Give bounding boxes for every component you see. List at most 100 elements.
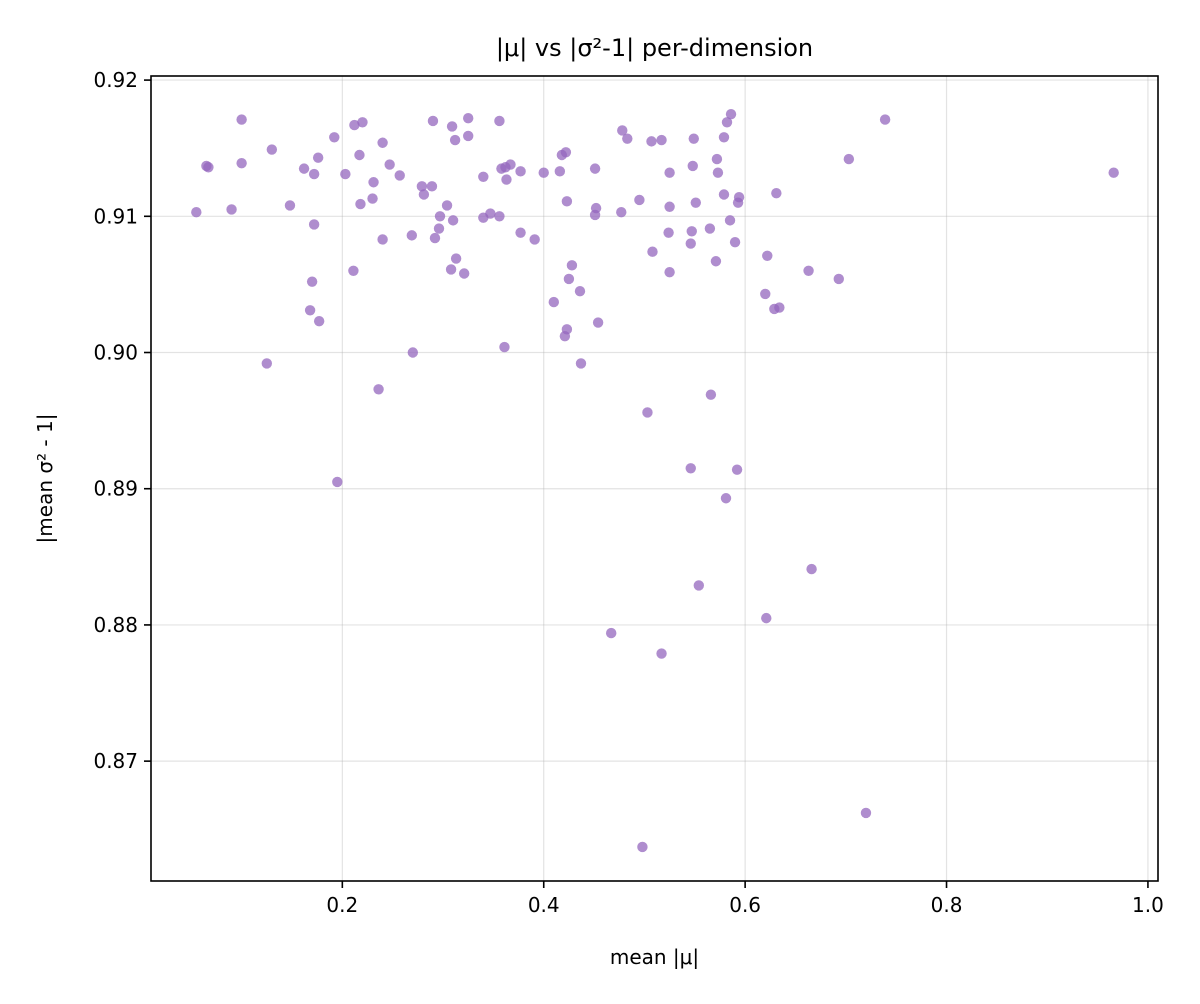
- data-point: [1108, 167, 1119, 178]
- data-point: [449, 134, 461, 146]
- data-point: [445, 264, 457, 275]
- data-point: [368, 177, 379, 188]
- data-point: [592, 317, 604, 328]
- data-point: [711, 153, 723, 165]
- data-point: [418, 189, 430, 200]
- data-point: [494, 115, 505, 127]
- data-point: [226, 204, 237, 215]
- data-point: [355, 198, 366, 210]
- data-point: [687, 160, 698, 172]
- data-point: [690, 197, 701, 208]
- data-point: [575, 358, 587, 369]
- data-point: [663, 227, 674, 238]
- data-point: [656, 648, 667, 659]
- data-point: [548, 296, 559, 308]
- data-point: [806, 563, 817, 575]
- data-point: [760, 288, 771, 300]
- data-point: [357, 117, 368, 128]
- data-point: [712, 167, 724, 178]
- data-point: [771, 187, 782, 199]
- data-point: [705, 389, 717, 400]
- data-point: [304, 305, 316, 316]
- data-point: [721, 117, 733, 128]
- y-tick-label: 0.91: [93, 204, 138, 228]
- data-point: [447, 215, 459, 226]
- data-point: [710, 256, 722, 267]
- data-point: [733, 192, 745, 203]
- data-point: [566, 260, 578, 271]
- data-point: [377, 234, 388, 245]
- data-point: [340, 168, 351, 180]
- ticks-layer: 0.2 0.4 0.6 0.8 1.0 0.87 0.88 0.89 0.90 0.91 0.92: [93, 68, 1163, 917]
- data-point: [774, 302, 785, 313]
- data-point: [308, 219, 320, 230]
- plot-frame: [150, 75, 1159, 882]
- data-point: [560, 147, 572, 158]
- x-tick-label: 0.6: [729, 893, 761, 917]
- data-point: [329, 132, 340, 143]
- x-tick-label: 1.0: [1132, 893, 1164, 917]
- data-point: [515, 227, 526, 238]
- data-point: [693, 580, 705, 591]
- data-point: [266, 144, 278, 155]
- data-point: [426, 181, 438, 192]
- data-point: [664, 167, 675, 178]
- data-point: [515, 166, 526, 177]
- y-axis-label: |mean σ² - 1|: [33, 414, 57, 544]
- data-point: [634, 194, 645, 206]
- data-point: [762, 250, 773, 261]
- data-point: [446, 121, 458, 132]
- data-point: [429, 232, 441, 244]
- data-point: [427, 115, 439, 127]
- x-axis-label: mean |μ|: [610, 945, 699, 969]
- data-point: [505, 159, 516, 170]
- x-tick-label: 0.2: [326, 893, 358, 917]
- y-tick-label: 0.88: [93, 613, 138, 637]
- data-point: [312, 152, 324, 163]
- data-point: [843, 153, 855, 165]
- data-point: [563, 273, 575, 285]
- data-point: [348, 265, 359, 276]
- points-layer: [191, 108, 1119, 853]
- data-point: [589, 163, 601, 174]
- data-point: [367, 193, 378, 204]
- data-point: [406, 230, 418, 241]
- data-point: [561, 324, 573, 335]
- data-point: [450, 253, 462, 264]
- data-point: [664, 266, 675, 278]
- data-point: [394, 170, 405, 181]
- data-point: [574, 286, 586, 297]
- data-point: [349, 119, 360, 131]
- data-point: [463, 113, 474, 124]
- data-point: [554, 166, 566, 177]
- data-point: [561, 196, 573, 207]
- grid-layer: [151, 76, 1158, 881]
- data-point: [642, 407, 653, 418]
- data-point: [879, 114, 891, 125]
- data-point: [731, 464, 743, 475]
- data-point: [458, 268, 470, 279]
- data-point: [499, 341, 510, 353]
- data-point: [416, 181, 428, 192]
- data-point: [407, 347, 419, 358]
- data-point: [622, 133, 633, 144]
- data-point: [590, 202, 602, 214]
- data-point: [833, 273, 844, 285]
- data-point: [617, 125, 628, 136]
- data-point: [685, 238, 696, 249]
- data-point: [501, 174, 512, 185]
- y-tick-label: 0.92: [93, 68, 138, 92]
- data-point: [384, 159, 395, 170]
- data-point: [261, 358, 273, 369]
- data-point: [718, 189, 730, 200]
- data-point: [637, 841, 648, 853]
- chart-title: |μ| vs |σ²-1| per-dimension: [496, 34, 813, 62]
- data-point: [313, 315, 325, 327]
- data-point: [616, 207, 627, 218]
- data-point: [434, 211, 446, 222]
- data-point: [725, 108, 737, 120]
- data-point: [704, 223, 716, 234]
- data-point: [478, 171, 489, 182]
